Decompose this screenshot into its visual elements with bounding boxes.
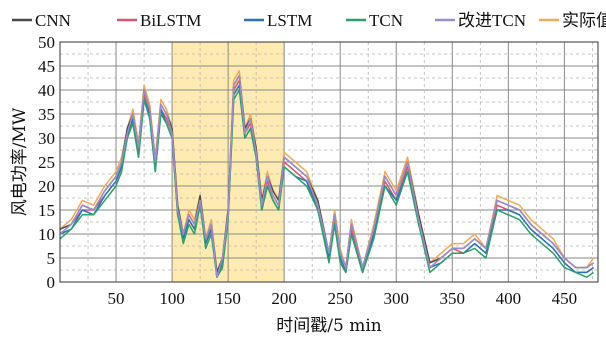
major-grid: [60, 41, 598, 283]
legend-label-3: TCN: [369, 11, 403, 30]
legend-label-1: BiLSTM: [140, 11, 201, 30]
x-tick-label: 50: [108, 289, 125, 308]
series-line-3: [59, 89, 594, 278]
y-tick-label: 10: [38, 225, 55, 244]
series-layer: [59, 70, 595, 278]
x-tick-label: 250: [327, 289, 353, 308]
x-tick-label: 400: [496, 289, 522, 308]
x-tick-label: 350: [440, 289, 466, 308]
series-line-5: [59, 70, 595, 274]
y-tick-label: 15: [38, 201, 55, 220]
y-tick-label: 35: [38, 105, 55, 124]
y-tick-label: 0: [47, 273, 56, 292]
x-tick-label: 100: [159, 289, 185, 308]
y-tick-label: 45: [38, 57, 55, 76]
y-axis-label: 风电功率/MW: [10, 107, 30, 216]
x-tick-label: 300: [384, 289, 410, 308]
legend-label-2: LSTM: [267, 11, 312, 30]
y-tick-label: 20: [38, 177, 55, 196]
series-line-4: [59, 74, 594, 278]
y-tick-labels: 0 5 10 15 20 25 30 35 40 45 50: [38, 33, 55, 292]
x-tick-labels: 50 100 150 200 250 300 350 400 450: [108, 289, 578, 308]
x-tick-label: 450: [552, 289, 578, 308]
y-tick-label: 5: [47, 249, 56, 268]
y-tick-label: 50: [38, 33, 55, 52]
y-tick-label: 30: [38, 129, 55, 148]
legend-label-4: 改进TCN: [458, 11, 526, 30]
x-axis-label: 时间戳/5 min: [276, 316, 382, 336]
y-tick-label: 40: [38, 81, 55, 100]
legend-label-0: CNN: [35, 11, 71, 30]
x-tick-label: 150: [215, 289, 241, 308]
y-tick-label: 25: [38, 153, 55, 172]
legend-label-5: 实际值: [562, 11, 606, 30]
legend: CNN BiLSTM LSTM TCN 改进TCN 实际值: [12, 11, 606, 30]
plot-frame: [59, 41, 599, 283]
x-tick-label: 200: [271, 289, 297, 308]
